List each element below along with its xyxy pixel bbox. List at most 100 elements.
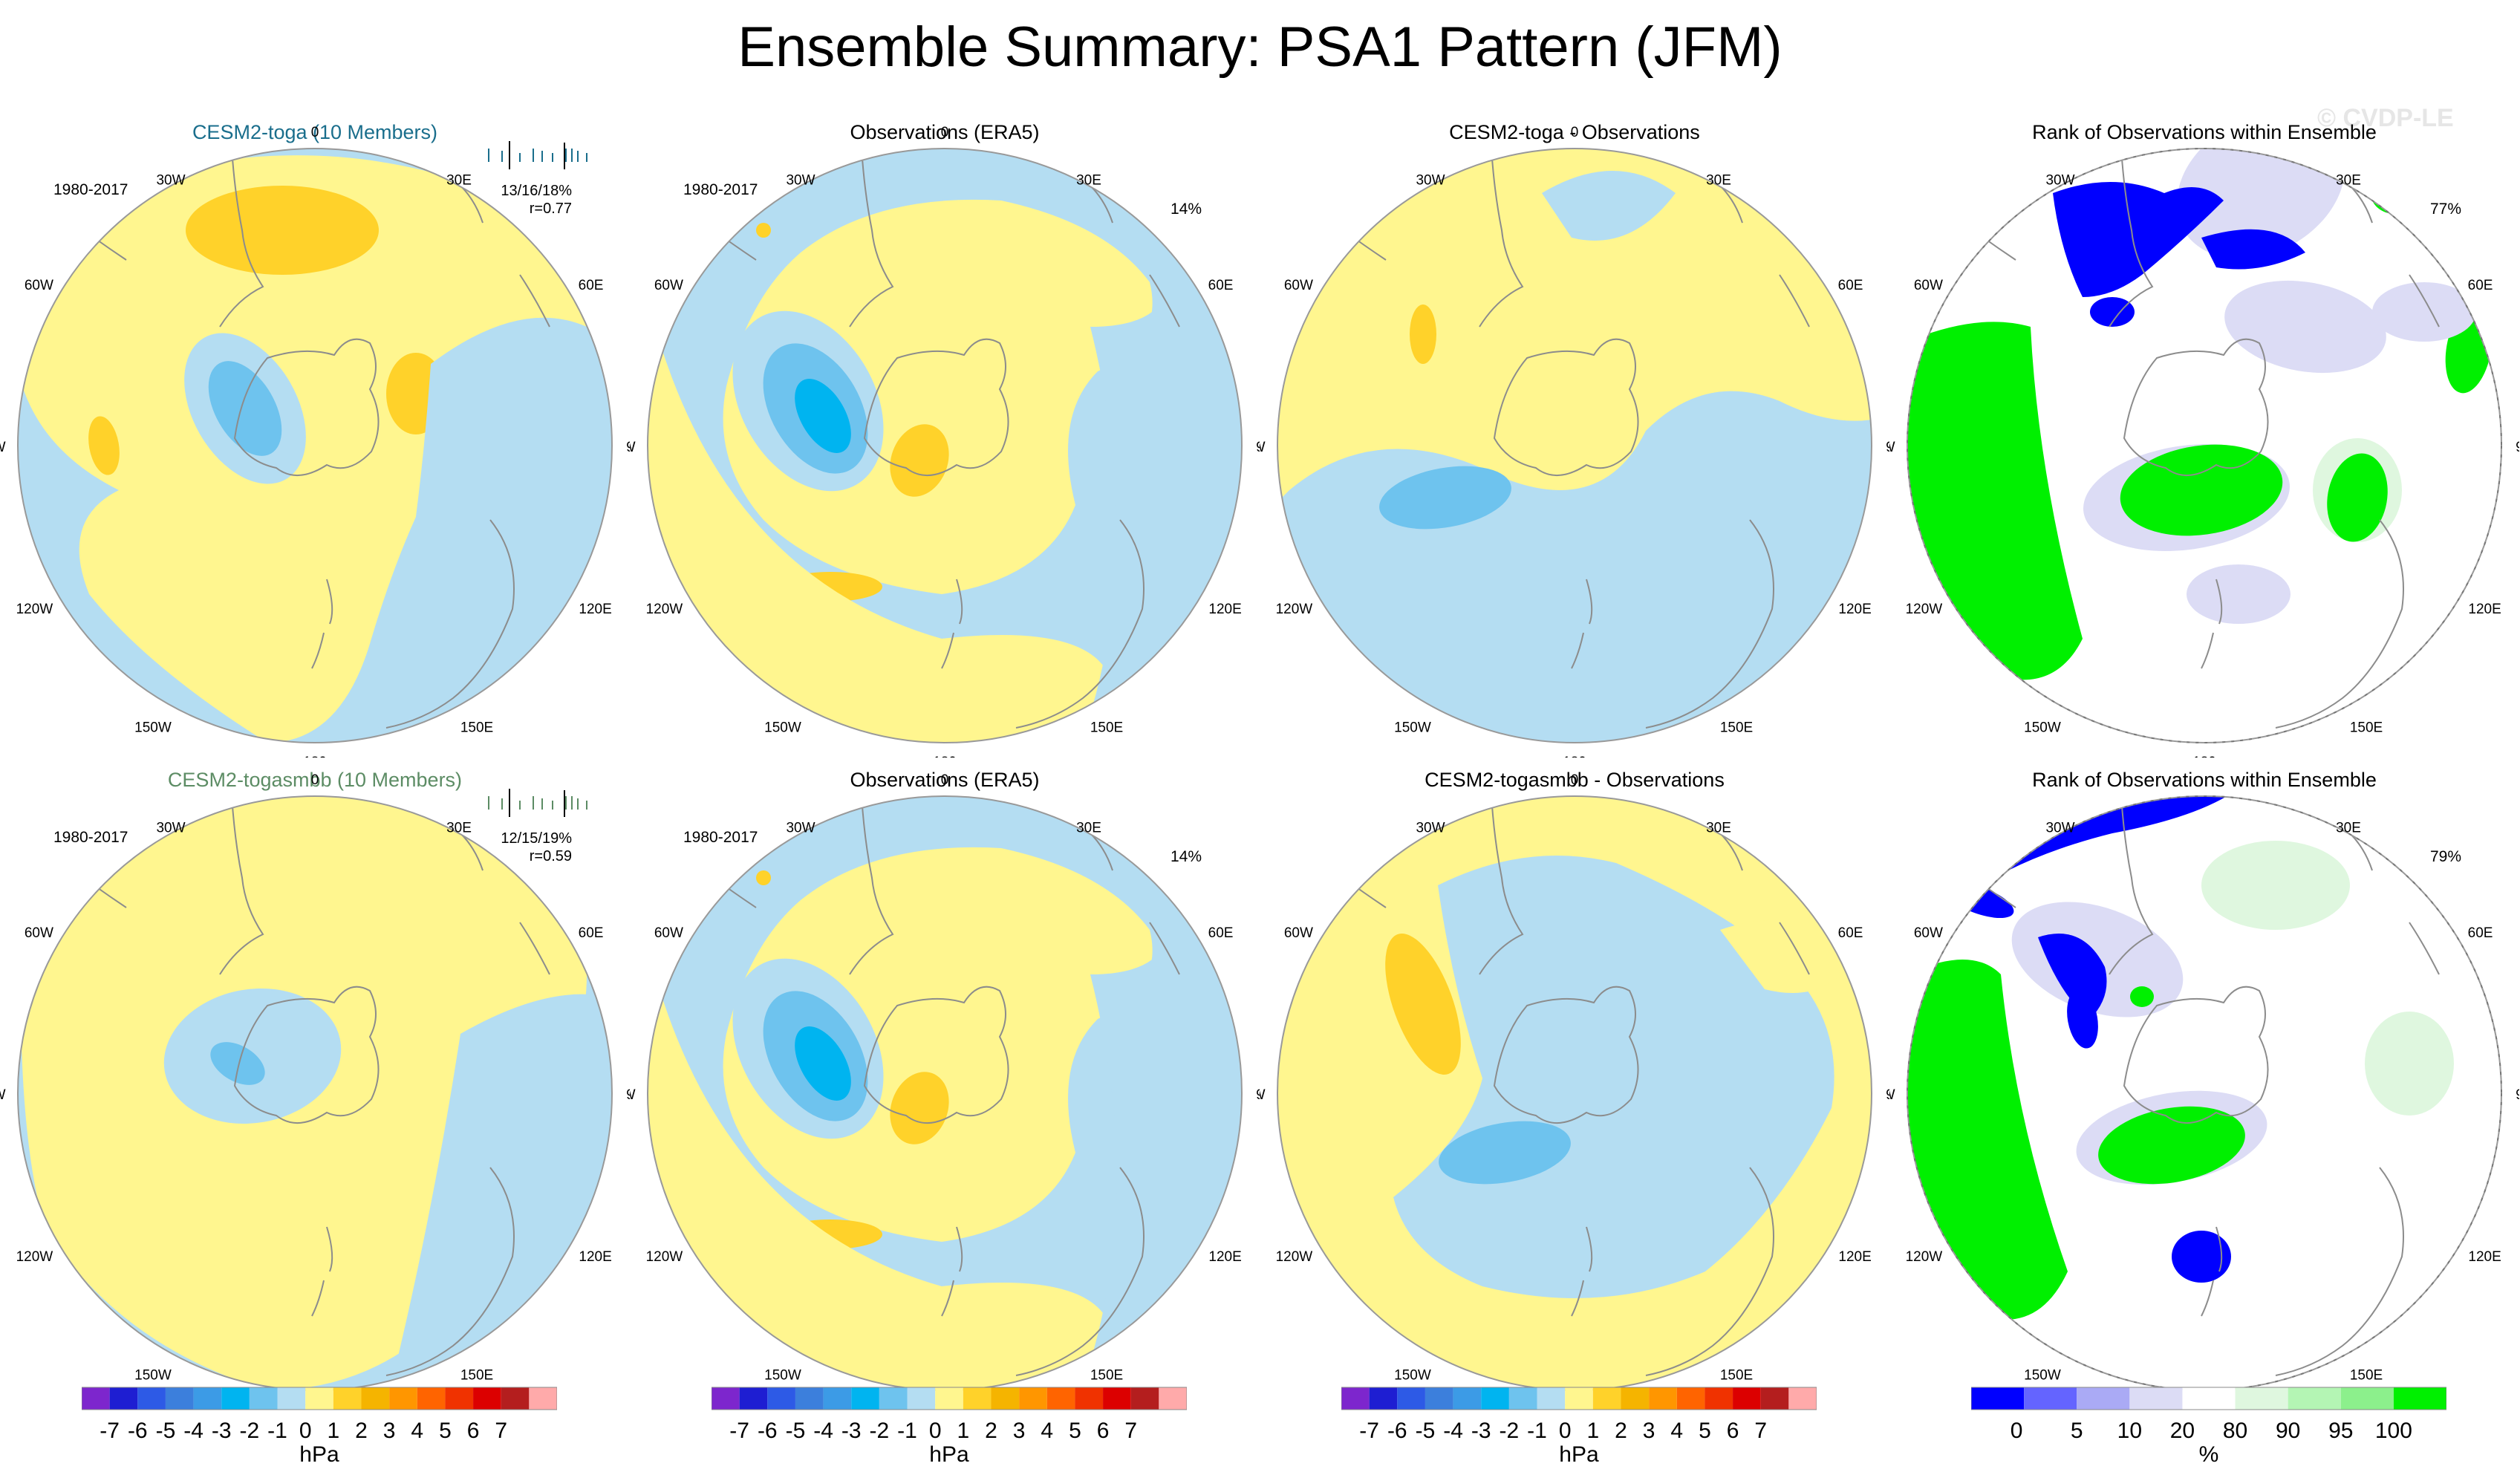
lon-label: 180 <box>303 755 327 758</box>
lon-label: 90W <box>1889 440 1895 455</box>
lon-label: 120W <box>646 1249 683 1265</box>
period-label: 1980-2017 <box>683 829 758 846</box>
coastline <box>2201 579 2223 669</box>
rank-80-region <box>2201 841 2350 930</box>
colorbar-swatch <box>795 1387 824 1410</box>
colorbar-tick: -1 <box>267 1419 287 1443</box>
coastline <box>2275 1167 2404 1376</box>
colorbar-swatch <box>935 1387 963 1410</box>
lon-label: 150E <box>460 720 493 736</box>
lon-label: 30E <box>1076 172 1101 188</box>
lon-label: 30W <box>2045 820 2074 836</box>
contour-neg-2-3 <box>795 379 851 453</box>
rank-20-region-4 <box>2187 564 2291 624</box>
contour-pos-0-1 <box>723 847 1153 1242</box>
lon-label: 60E <box>1838 278 1863 293</box>
colorbar-swatch <box>2129 1387 2183 1410</box>
contour-neg-1-2 <box>208 361 282 456</box>
map-border-dashed <box>1907 148 2502 743</box>
colorbar-tick: -3 <box>841 1419 862 1443</box>
lon-label: 150W <box>2024 1368 2061 1384</box>
colorbar-swatch <box>193 1387 222 1410</box>
colorbar-swatch <box>1103 1387 1131 1410</box>
panel-title: CESM2-togasmbb (10 Members) <box>168 769 462 791</box>
lon-label: 150E <box>1720 1368 1753 1384</box>
colorbar-tick: -6 <box>128 1419 148 1443</box>
lon-label: 30W <box>1416 172 1445 188</box>
coastline <box>385 1167 515 1376</box>
colorbar-tick: -7 <box>100 1419 120 1443</box>
lon-label: 0 <box>941 125 949 140</box>
map-svg: Observations (ERA5)030E60E90E120E150E180… <box>630 769 1260 1405</box>
colorbar-swatch <box>1733 1387 1761 1410</box>
colorbar-tick: -3 <box>1471 1419 1491 1443</box>
colorbar-tick: -1 <box>897 1419 917 1443</box>
colorbar-swatch <box>361 1387 390 1410</box>
panel-model-1-0: CESM2-togasmbb (10 Members)0 30E 60E 90E 120… <box>0 752 630 1405</box>
map-border <box>647 148 1243 743</box>
rank-0-region-3 <box>2067 989 2098 1049</box>
panel-obs-1-1: Observations (ERA5)0 30E 60E 90E 120E 150E 180… <box>630 752 1260 1405</box>
contour-neg-1-2 <box>1379 466 1511 530</box>
coastline <box>941 579 963 669</box>
coastline <box>2275 519 2404 729</box>
colorbar-tick: 1 <box>327 1419 339 1443</box>
colorbar-tick: -7 <box>1359 1419 1379 1443</box>
contour-pos-1-2d <box>890 424 949 497</box>
rank-20-region-5 <box>2372 282 2476 342</box>
colorbar-swatch <box>2024 1387 2077 1410</box>
rank-100-region-2 <box>2098 1106 2245 1185</box>
colorbar-swatch <box>739 1387 768 1410</box>
colorbar-tick: 4 <box>1670 1419 1683 1443</box>
lon-label: 150W <box>1394 1368 1431 1384</box>
coastline <box>519 274 550 328</box>
colorbar-swatch <box>501 1387 530 1410</box>
coastline <box>1479 149 1524 328</box>
coastline <box>1779 274 1810 328</box>
lon-label: 0 <box>1571 772 1579 788</box>
lon-label: 120W <box>1276 1249 1313 1265</box>
lon-label: 120W <box>16 1249 53 1265</box>
lon-label: 30E <box>446 172 472 188</box>
lon-label: 60W <box>1914 278 1943 293</box>
colorbar-tick: 1 <box>1586 1419 1599 1443</box>
contour-pos-1-2 <box>1385 934 1461 1075</box>
coastline <box>2123 986 2269 1124</box>
colorbar-swatch <box>2182 1387 2236 1410</box>
lon-label: 30E <box>1076 820 1101 836</box>
colorbar-swatch <box>82 1387 110 1410</box>
coastline <box>2109 796 2154 975</box>
lon-label: 30E <box>1706 172 1731 188</box>
contour-pos-0-1b <box>648 342 1105 743</box>
lon-label: 120W <box>1906 1249 1943 1265</box>
colorbar-tick: 20 <box>2170 1419 2195 1443</box>
contour-neg-2-3 <box>795 1026 851 1101</box>
lon-label: 30W <box>786 820 815 836</box>
colorbar-swatch <box>712 1387 740 1410</box>
colorbar-tick: -5 <box>786 1419 806 1443</box>
lon-label: 150E <box>2350 720 2383 736</box>
colorbar-tick: -1 <box>1527 1419 1547 1443</box>
map-field <box>648 149 1242 743</box>
colorbar-swatch <box>2235 1387 2288 1410</box>
lon-label: 150W <box>134 1368 172 1384</box>
coastline <box>2201 1226 2223 1317</box>
lon-label: 0 <box>1571 125 1579 140</box>
lon-label: 120W <box>16 602 53 617</box>
colorbar-swatch <box>1621 1387 1650 1410</box>
coastline <box>1645 519 1774 729</box>
map-field <box>1277 796 1872 1390</box>
colorbar-swatch <box>305 1387 333 1410</box>
panel-title: CESM2-togasmbb - Observations <box>1425 769 1725 791</box>
coastline <box>519 922 550 975</box>
colorbar-swatch <box>1705 1387 1733 1410</box>
colorbar-swatch <box>2340 1387 2394 1410</box>
coastline <box>1571 1226 1593 1317</box>
coastline <box>1571 579 1593 669</box>
coastline <box>1493 986 1639 1124</box>
lon-label: 60W <box>1284 278 1313 293</box>
colorbar-swatch <box>1425 1387 1453 1410</box>
colorbar-tick: 4 <box>1041 1419 1053 1443</box>
lon-label: 60W <box>1914 925 1943 941</box>
colorbar-tick: 7 <box>1124 1419 1137 1443</box>
